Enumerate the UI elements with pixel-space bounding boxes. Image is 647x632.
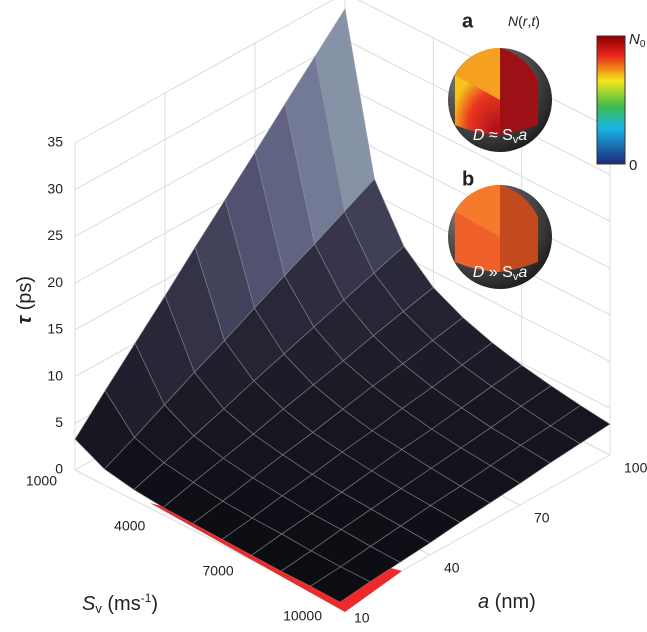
cut-face: [455, 212, 500, 272]
caption: D ≈ Sva: [473, 127, 527, 146]
fn: t: [531, 13, 536, 29]
x-tick-label: 10: [354, 610, 370, 626]
cap: a: [518, 264, 527, 281]
cut-face: [500, 185, 538, 272]
y-tick-label: 1000: [26, 473, 57, 489]
z-axis-title: τ (ps): [14, 276, 36, 324]
z-tick-label: 25: [47, 227, 63, 243]
y-axis-title: Sv (ms-1): [82, 591, 158, 616]
x-tick-label: 40: [444, 560, 460, 576]
z-tick-label: 15: [47, 321, 63, 337]
z-tick-label: 10: [47, 367, 63, 383]
fn: ): [535, 13, 540, 29]
colorbar: [596, 35, 626, 165]
y-superscript: -1: [141, 591, 152, 605]
cap: ≈ S: [484, 127, 512, 144]
z-tick-label: 20: [47, 274, 63, 290]
x-tick-label: 100: [624, 460, 647, 476]
caption: D » Sva: [473, 264, 528, 283]
z-unit: (ps): [14, 276, 36, 316]
y-symbol: S: [82, 593, 96, 615]
fn: r: [523, 13, 529, 29]
y-tick-label: 4000: [114, 518, 145, 534]
z-tick-label: 35: [47, 134, 63, 150]
surface-cell: [309, 566, 371, 603]
x-tick-label: 70: [534, 510, 550, 526]
x-symbol: a: [478, 591, 489, 613]
cut-face: [500, 48, 538, 135]
cap: D: [473, 127, 485, 144]
y-subscript: v: [95, 601, 102, 616]
cut-face: [455, 75, 500, 135]
cb: 0: [640, 39, 646, 50]
cap: v: [513, 271, 519, 283]
cap: » S: [484, 264, 512, 281]
axis-labels: 0 5 10 15 20 25 30 35 1000 4000 7000 10000 10 40 70 100: [26, 134, 647, 626]
colorbar-max: N0: [629, 31, 646, 50]
cb: N: [629, 31, 640, 48]
y-tick-label: 7000: [203, 563, 234, 579]
panel-label: a: [462, 10, 474, 32]
inset: a N(r,t) D ≈ Sva b D » Sva N0 0: [448, 10, 646, 289]
z-tick-label: 0: [55, 461, 63, 477]
y-unit-end: ): [151, 593, 158, 615]
cut-face: [455, 185, 500, 237]
fn: N: [508, 13, 519, 29]
x-unit: (nm): [489, 591, 536, 613]
y-unit: (ms: [102, 593, 141, 615]
function-label: N(r,t): [508, 13, 540, 29]
fn: ,: [527, 13, 531, 29]
cap: a: [518, 127, 527, 144]
surface: [74, 7, 611, 603]
cap: v: [513, 134, 519, 146]
panel-label: b: [462, 168, 474, 190]
x-axis-title: a (nm): [478, 591, 536, 613]
fn: (: [518, 13, 523, 29]
cut-face: [455, 48, 500, 100]
z-symbol: τ: [14, 314, 36, 324]
z-tick-label: 30: [47, 180, 63, 196]
z-tick-label: 5: [55, 414, 63, 430]
colorbar-min: 0: [629, 157, 637, 174]
y-tick-label: 10000: [283, 608, 322, 624]
cap: D: [473, 264, 485, 281]
